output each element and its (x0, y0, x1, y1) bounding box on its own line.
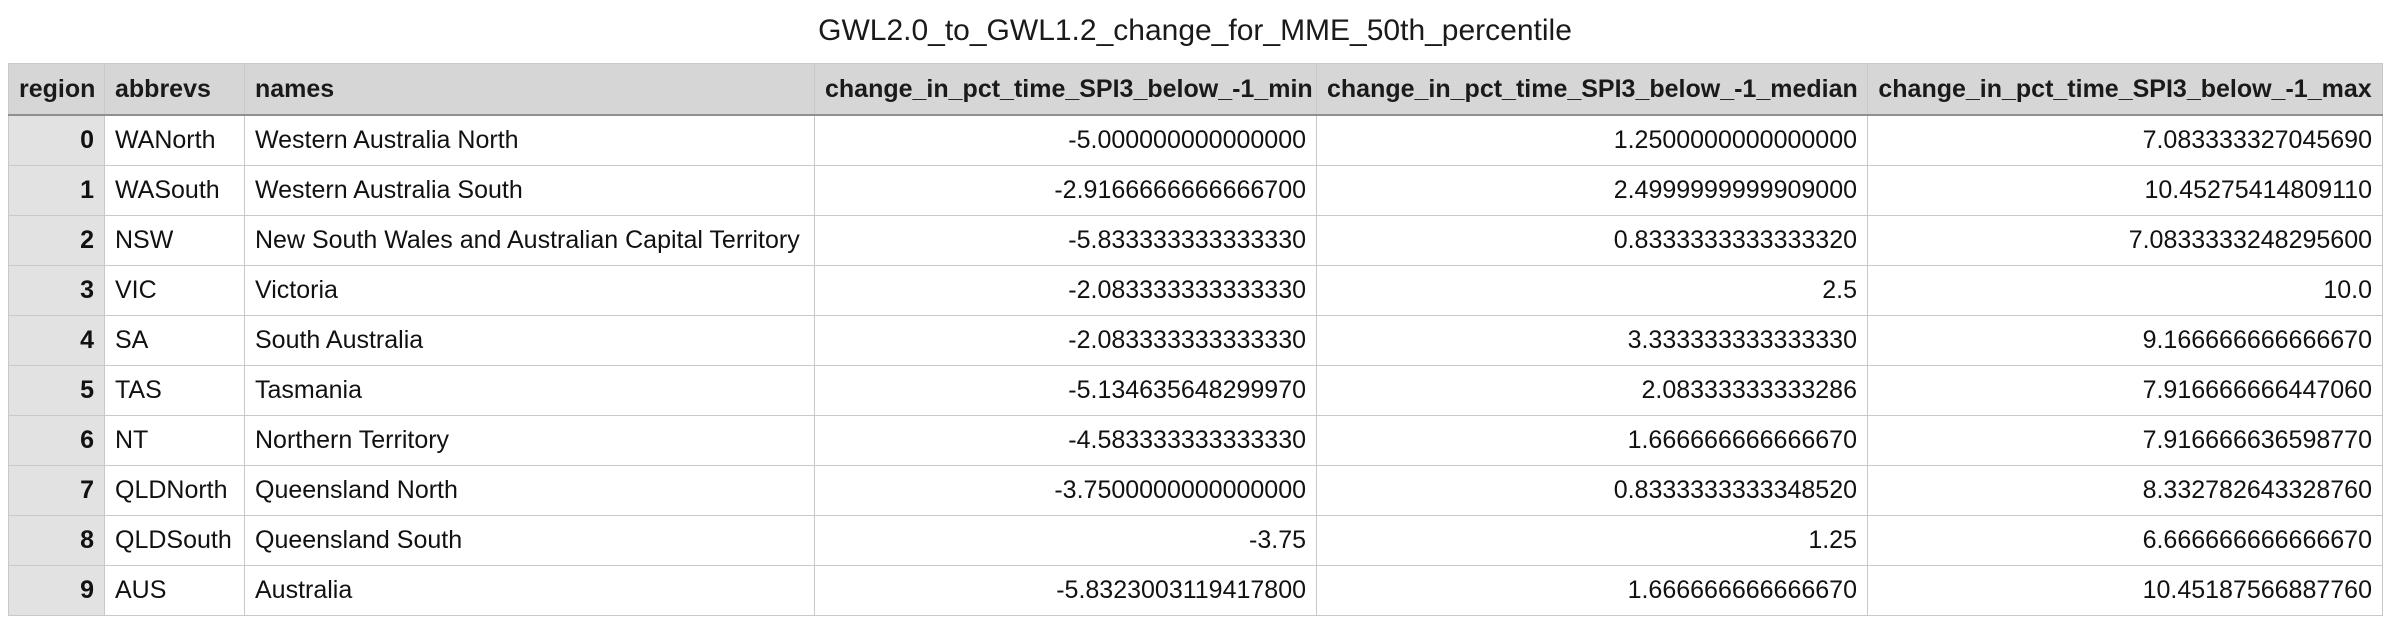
cell-median: 2.4999999999909000 (1316, 165, 1868, 216)
cell-min: -3.75 (814, 515, 1317, 566)
table-row: 9 AUS Australia -5.8323003119417800 1.66… (8, 565, 2383, 616)
cell-median: 1.2500000000000000 (1316, 114, 1868, 166)
cell-name: South Australia (244, 315, 815, 366)
cell-abbrev: NSW (104, 215, 245, 266)
cell-name: Western Australia South (244, 165, 815, 216)
cell-max: 10.0 (1867, 265, 2383, 316)
cell-name: Western Australia North (244, 114, 815, 166)
table-row: 1 WASouth Western Australia South -2.916… (8, 165, 2383, 216)
cell-min: -5.833333333333330 (814, 215, 1317, 266)
column-header-max: change_in_pct_time_SPI3_below_-1_max (1867, 63, 2383, 116)
cell-name: Australia (244, 565, 815, 616)
cell-abbrev: AUS (104, 565, 245, 616)
row-index: 7 (8, 465, 105, 516)
cell-name: Tasmania (244, 365, 815, 416)
cell-median: 2.08333333333286 (1316, 365, 1868, 416)
row-index: 1 (8, 165, 105, 216)
table-row: 7 QLDNorth Queensland North -3.750000000… (8, 465, 2383, 516)
table-row: 3 VIC Victoria -2.083333333333330 2.5 10… (8, 265, 2383, 316)
cell-min: -5.8323003119417800 (814, 565, 1317, 616)
cell-abbrev: SA (104, 315, 245, 366)
column-header-min: change_in_pct_time_SPI3_below_-1_min (814, 63, 1317, 116)
cell-median: 0.8333333333333320 (1316, 215, 1868, 266)
cell-abbrev: VIC (104, 265, 245, 316)
row-index: 4 (8, 315, 105, 366)
cell-min: -5.134635648299970 (814, 365, 1317, 416)
cell-abbrev: NT (104, 415, 245, 466)
cell-name: Victoria (244, 265, 815, 316)
cell-median: 1.666666666666670 (1316, 565, 1868, 616)
table-header-row: region abbrevs names change_in_pct_time_… (8, 63, 2383, 116)
cell-abbrev: QLDSouth (104, 515, 245, 566)
cell-min: -4.583333333333330 (814, 415, 1317, 466)
cell-abbrev: WASouth (104, 165, 245, 216)
cell-max: 7.083333327045690 (1867, 114, 2383, 166)
data-table: region abbrevs names change_in_pct_time_… (8, 63, 2383, 616)
row-index: 6 (8, 415, 105, 466)
cell-max: 7.916666636598770 (1867, 415, 2383, 466)
row-index: 2 (8, 215, 105, 266)
column-header-median: change_in_pct_time_SPI3_below_-1_median (1316, 63, 1868, 116)
column-header-names: names (244, 63, 815, 116)
column-header-region: region (8, 63, 105, 116)
cell-name: Queensland South (244, 515, 815, 566)
cell-max: 7.916666666447060 (1867, 365, 2383, 416)
cell-median: 3.333333333333330 (1316, 315, 1868, 366)
table-row: 6 NT Northern Territory -4.5833333333333… (8, 415, 2383, 466)
cell-name: New South Wales and Australian Capital T… (244, 215, 815, 266)
cell-min: -2.9166666666666700 (814, 165, 1317, 216)
cell-median: 1.666666666666670 (1316, 415, 1868, 466)
row-index: 8 (8, 515, 105, 566)
cell-max: 7.0833333248295600 (1867, 215, 2383, 266)
row-index: 9 (8, 565, 105, 616)
cell-median: 2.5 (1316, 265, 1868, 316)
cell-median: 0.8333333333348520 (1316, 465, 1868, 516)
column-header-abbrevs: abbrevs (104, 63, 245, 116)
row-index: 5 (8, 365, 105, 416)
table-row: 2 NSW New South Wales and Australian Cap… (8, 215, 2383, 266)
cell-abbrev: QLDNorth (104, 465, 245, 516)
cell-name: Northern Territory (244, 415, 815, 466)
cell-min: -2.083333333333330 (814, 265, 1317, 316)
cell-min: -3.7500000000000000 (814, 465, 1317, 516)
cell-min: -2.083333333333330 (814, 315, 1317, 366)
table-row: 4 SA South Australia -2.083333333333330 … (8, 315, 2383, 366)
cell-max: 10.45187566887760 (1867, 565, 2383, 616)
table-row: 5 TAS Tasmania -5.134635648299970 2.0833… (8, 365, 2383, 416)
row-index: 3 (8, 265, 105, 316)
cell-abbrev: TAS (104, 365, 245, 416)
cell-max: 6.666666666666670 (1867, 515, 2383, 566)
page-title: GWL2.0_to_GWL1.2_change_for_MME_50th_per… (818, 14, 1572, 47)
table-row: 0 WANorth Western Australia North -5.000… (8, 114, 2383, 166)
cell-min: -5.000000000000000 (814, 114, 1317, 166)
cell-max: 8.332782643328760 (1867, 465, 2383, 516)
cell-max: 9.166666666666670 (1867, 315, 2383, 366)
cell-abbrev: WANorth (104, 114, 245, 166)
row-index: 0 (8, 114, 105, 166)
cell-max: 10.45275414809110 (1867, 165, 2383, 216)
cell-median: 1.25 (1316, 515, 1868, 566)
table-row: 8 QLDSouth Queensland South -3.75 1.25 6… (8, 515, 2383, 566)
cell-name: Queensland North (244, 465, 815, 516)
